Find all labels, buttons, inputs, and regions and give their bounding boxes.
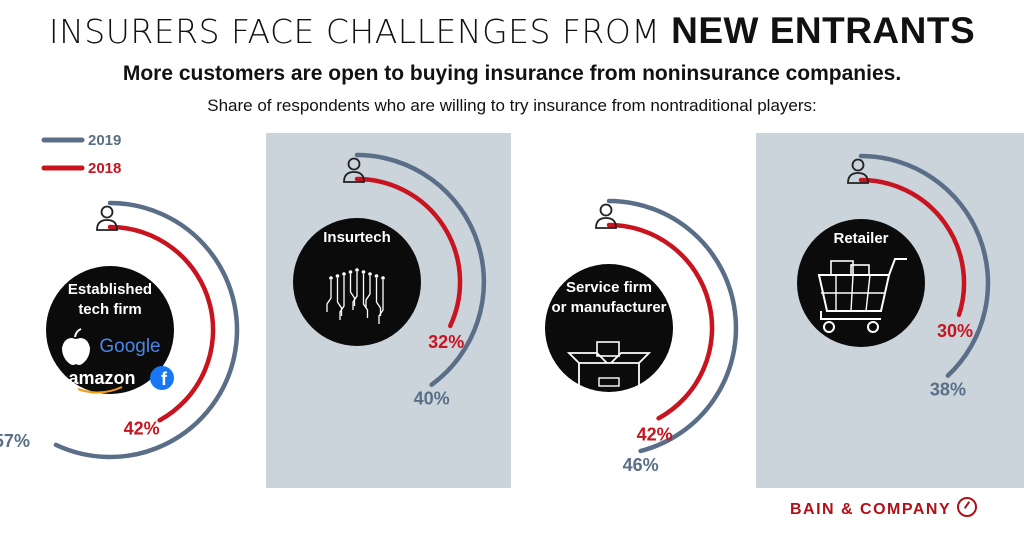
brain-circuit-line-4	[349, 274, 356, 306]
arc-2018-category-4	[858, 177, 967, 318]
arc-2019-category-1	[53, 200, 240, 460]
value-label-2019-category-1: 57%	[0, 431, 30, 451]
person-icon-body	[343, 171, 365, 183]
box-label-icon	[598, 377, 620, 387]
brain-circuit-node-6	[361, 270, 366, 274]
brain-circuit-node-4	[348, 270, 353, 274]
arc-2018-category-3	[606, 222, 715, 421]
category-label-3-line-1: Service firm	[566, 279, 652, 296]
cart-handle-icon	[888, 258, 907, 276]
title-light: INSURERS FACE CHALLENGES FROM	[48, 12, 661, 51]
amazon-logo-icon: amazon	[68, 368, 135, 388]
value-label-2018-category-2: 32%	[428, 332, 464, 352]
cart-item-1-icon	[830, 260, 854, 276]
arc-2019-category-2	[354, 152, 487, 387]
chart-note: Share of respondents who are willing to …	[207, 96, 817, 115]
amazon-smile-icon	[77, 386, 123, 394]
person-icon	[599, 203, 613, 217]
brain-circuit-node-2	[335, 274, 340, 278]
category-1-group: Established tech firm 57% 42%	[0, 200, 240, 460]
arc-2019-category-4	[858, 153, 991, 378]
legend-label-2019: 2019	[88, 132, 121, 149]
brain-circuit-node-3	[342, 272, 346, 276]
brain-circuit-line-8	[375, 278, 382, 316]
category-circle-4	[797, 219, 925, 347]
arc-2018-category-2	[354, 176, 463, 329]
brain-circuit-node-9	[381, 276, 385, 280]
value-label-2018-category-3: 42%	[637, 424, 673, 444]
brand-logo: BAIN & COMPANY	[790, 497, 978, 519]
brain-circuit-node-1	[329, 276, 333, 280]
brain-circuit-line-3	[339, 276, 345, 320]
google-logo-icon: Google	[99, 336, 160, 357]
value-label-2018-category-1: 42%	[124, 418, 160, 438]
page-title: INSURERS FACE CHALLENGES FROM NEW ENTRAN…	[0, 10, 1024, 52]
category-label-3-line-2: or manufacturer	[551, 299, 666, 316]
person-icon-body	[595, 217, 617, 229]
cart-frame-icon	[820, 311, 881, 320]
facebook-icon	[150, 366, 174, 390]
cart-item-2-icon	[850, 264, 870, 276]
value-label-2018-category-4: 30%	[937, 321, 973, 341]
category-label-4-line-1: Retailer	[833, 230, 888, 247]
category-label-1-line-2: tech firm	[78, 301, 141, 318]
person-icon-body	[847, 172, 869, 184]
brain-circuit-line-2	[336, 278, 343, 316]
category-4-group: Retailer 38% 30%	[797, 153, 991, 400]
box-flaps-icon	[566, 352, 652, 364]
brain-circuit-node-5	[355, 268, 359, 272]
brand-mark-icon	[957, 497, 978, 517]
title-bold: NEW ENTRANTS	[671, 10, 976, 51]
person-icon	[100, 205, 114, 219]
cart-wheel-left-icon	[823, 321, 835, 333]
box-small-icon	[596, 341, 620, 357]
apple-icon	[62, 338, 90, 365]
brain-circuit-line-7	[365, 276, 371, 308]
person-icon	[347, 157, 361, 171]
brain-circuit-line-5	[352, 272, 358, 310]
facebook-f-icon: f	[161, 369, 168, 389]
person-icon-body	[96, 219, 118, 231]
value-label-2019-category-2: 40%	[414, 389, 450, 409]
brain-circuit-line-9	[378, 280, 384, 324]
value-label-2019-category-4: 38%	[930, 380, 966, 400]
category-label-1-line-1: Established	[68, 281, 152, 298]
category-3-group: Service firm or manufacturer 46% 42%	[545, 198, 739, 475]
legend-label-2018: 2018	[88, 160, 121, 177]
apple-leaf-icon	[74, 328, 82, 338]
brain-circuit-node-7	[368, 272, 372, 276]
brain-circuit-line-1	[326, 280, 332, 312]
cart-wheel-right-icon	[867, 321, 879, 333]
brain-circuit-node-8	[374, 274, 379, 278]
arc-2019-category-3	[606, 198, 739, 454]
category-label-2-line-1: Insurtech	[323, 229, 391, 246]
value-label-2019-category-3: 46%	[623, 455, 659, 475]
person-icon	[851, 158, 865, 172]
arc-2018-category-1	[107, 224, 216, 423]
box-icon	[578, 362, 640, 402]
page-subtitle: More customers are open to buying insura…	[122, 62, 902, 85]
brand-name: BAIN & COMPANY	[790, 501, 952, 518]
